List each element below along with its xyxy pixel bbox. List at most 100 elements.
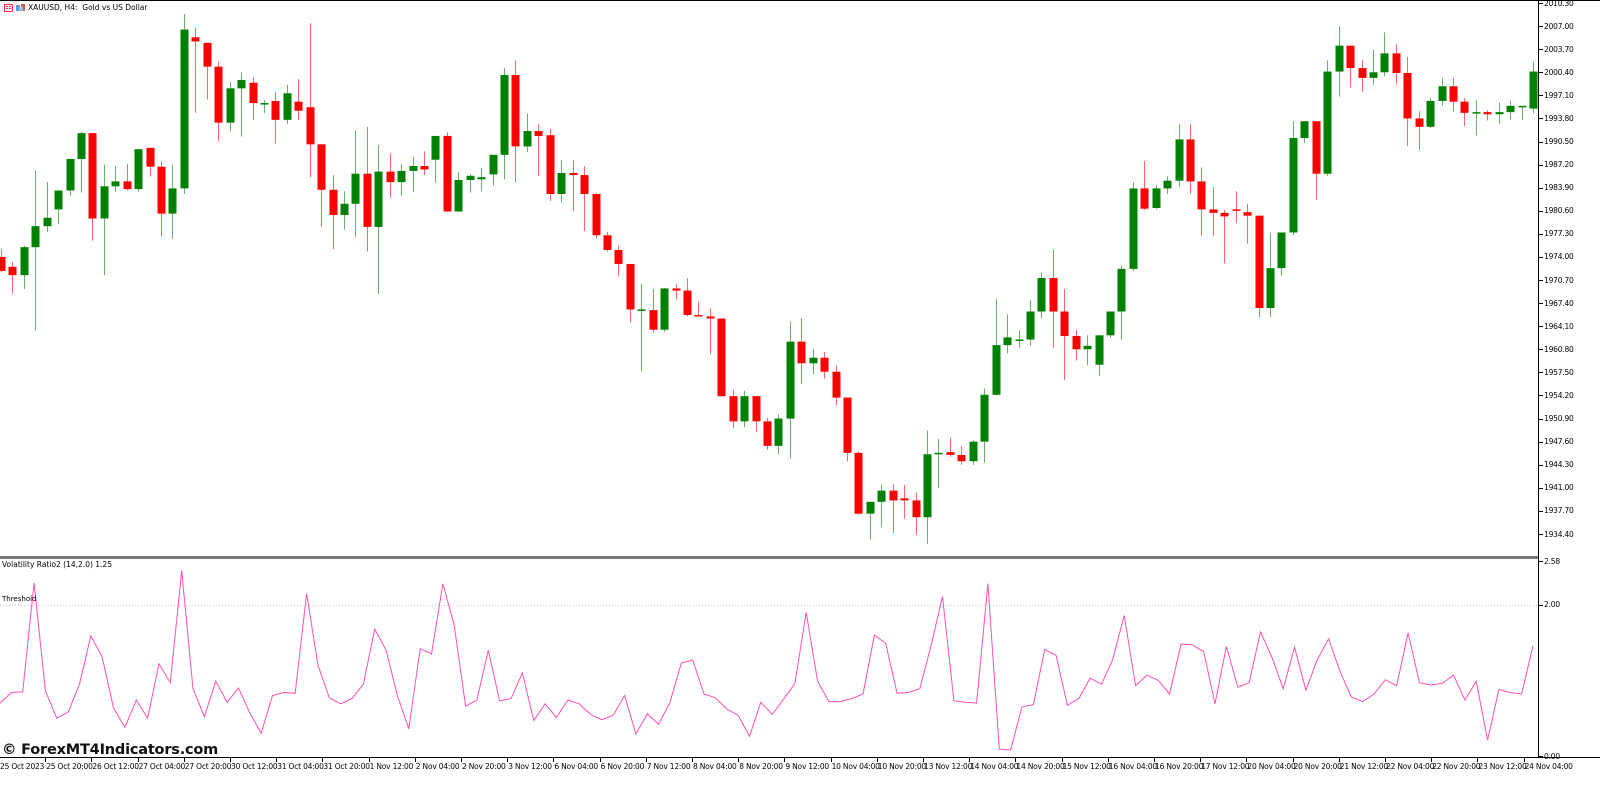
window-top-border <box>0 0 1600 1</box>
bear-candle <box>1060 289 1069 381</box>
chart-objects-icon[interactable] <box>16 3 25 12</box>
time-tick <box>1431 758 1433 762</box>
time-tick <box>461 758 462 762</box>
bull-candle <box>1335 26 1344 97</box>
price-axis[interactable]: 2010.30 2007.00 2003.70 2000.40 1997.10 1993.… <box>1538 0 1600 761</box>
time-tick <box>91 758 93 762</box>
price-tick <box>1539 164 1543 166</box>
bear-candle <box>626 263 635 323</box>
bear-candle <box>569 160 578 211</box>
bear-candle <box>1220 210 1229 264</box>
price-tick <box>1539 534 1543 535</box>
bear-candle <box>191 27 200 113</box>
bull-candle <box>66 159 75 196</box>
bull-candle <box>374 145 383 295</box>
time-label: 6 Nov 20:00 <box>600 762 645 771</box>
bull-candle <box>54 190 63 225</box>
bear-candle <box>900 485 909 519</box>
time-label: 31 Oct 04:00 <box>277 762 324 771</box>
bull-candle <box>397 163 406 196</box>
bull-candle <box>283 84 292 125</box>
indicator-label: 2.58 <box>1544 556 1560 566</box>
price-label: 1980.60 <box>1544 206 1574 216</box>
bear-candle <box>957 445 966 465</box>
bear-candle <box>420 151 429 176</box>
bear-candle <box>534 124 543 176</box>
bull-candle <box>351 130 360 238</box>
bear-candle <box>946 437 955 458</box>
price-tick <box>1539 349 1543 351</box>
indicator-list-icon[interactable] <box>4 3 13 12</box>
time-tick <box>1061 758 1063 762</box>
bear-candle <box>854 451 863 515</box>
bull-candle <box>934 438 943 488</box>
bear-candle <box>1232 191 1241 223</box>
time-tick <box>553 758 555 762</box>
pane-separator[interactable] <box>0 556 1538 559</box>
bear-candle <box>1140 161 1149 211</box>
bull-candle <box>111 166 120 192</box>
price-label: 1941.00 <box>1544 483 1574 493</box>
bull-candle <box>1300 121 1309 143</box>
indicator-tick <box>1539 756 1543 757</box>
price-label: 1987.20 <box>1544 160 1574 170</box>
bear-candle <box>214 61 223 141</box>
bull-candle <box>877 485 886 528</box>
bear-candle <box>294 79 303 120</box>
time-label: 20 Nov 04:00 <box>1247 762 1296 771</box>
time-label: 15 Nov 12:00 <box>1062 762 1111 771</box>
time-label: 17 Nov 12:00 <box>1201 762 1250 771</box>
bear-candle <box>694 301 703 317</box>
price-label: 1947.60 <box>1544 437 1574 447</box>
bull-candle <box>168 164 177 239</box>
time-tick <box>1015 758 1017 762</box>
price-label: 2007.00 <box>1544 21 1574 31</box>
symbol-title: XAUUSD, H4: Gold vs US Dollar <box>28 3 148 12</box>
bull-candle <box>523 113 532 153</box>
bull-candle <box>1037 272 1046 319</box>
bear-candle <box>157 161 166 237</box>
bear-candle <box>511 60 520 183</box>
bear-candle <box>1449 77 1458 112</box>
bull-candle <box>454 171 463 213</box>
time-label: 25 Oct 2023 <box>0 762 45 771</box>
time-axis[interactable]: 25 Oct 2023 25 Oct 20:00 26 Oct 12:00 27 Oc… <box>0 757 1600 789</box>
price-label: 1954.20 <box>1544 390 1574 400</box>
price-label: 2003.70 <box>1544 44 1574 54</box>
bear-candle <box>1209 186 1218 236</box>
bear-candle <box>592 193 601 239</box>
time-tick <box>692 758 693 762</box>
price-chart-pane[interactable] <box>0 1 1538 556</box>
price-tick <box>1539 418 1543 420</box>
bear-candle <box>329 175 338 250</box>
bear-candle <box>271 91 280 144</box>
bull-candle <box>774 414 783 455</box>
price-tick <box>1539 233 1543 235</box>
bull-candle <box>489 154 498 186</box>
bear-candle <box>912 492 921 535</box>
time-tick <box>645 758 647 762</box>
bear-candle <box>603 231 612 252</box>
bear-candle <box>1346 45 1355 87</box>
bear-candle <box>820 352 829 379</box>
bull-candle <box>1026 300 1035 346</box>
bull-candle <box>786 321 795 459</box>
bull-candle <box>1095 335 1104 376</box>
indicator-pane[interactable]: Volatility Ratio2 (14,2.0) 1.25 Threshol… <box>0 559 1538 757</box>
price-tick <box>1539 280 1543 282</box>
price-tick <box>1539 464 1543 466</box>
time-tick <box>1477 758 1479 762</box>
time-label: 7 Nov 12:00 <box>646 762 691 771</box>
bull-candle <box>992 298 1001 396</box>
time-tick <box>276 758 278 762</box>
price-label: 1960.80 <box>1544 344 1574 354</box>
bull-candle <box>20 245 29 290</box>
time-label: 30 Oct 12:00 <box>231 762 278 771</box>
time-label: 22 Nov 04:00 <box>1386 762 1435 771</box>
threshold-label: Threshold <box>2 595 37 603</box>
bear-candle <box>123 163 132 191</box>
bear-candle <box>1312 121 1321 200</box>
indicator-title: Volatility Ratio2 (14,2.0) 1.25 <box>2 560 112 569</box>
time-tick <box>45 758 47 762</box>
bull-candle <box>1380 32 1389 77</box>
